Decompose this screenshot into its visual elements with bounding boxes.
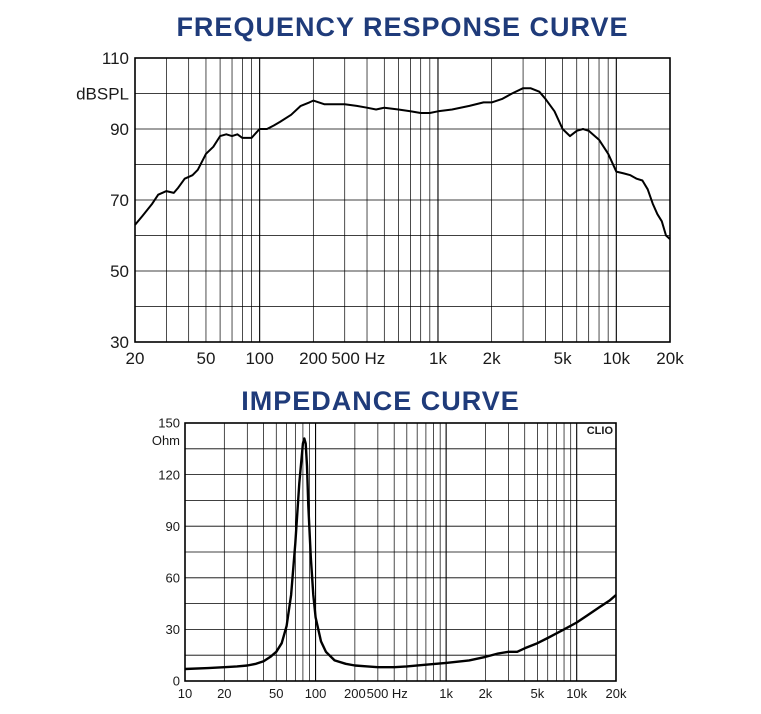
- x-tick-label: 10k: [603, 349, 631, 368]
- frequency-response-curve-group: [134, 87, 671, 240]
- x-tick-label: 1k: [439, 686, 453, 701]
- x-tick-label: 20k: [606, 686, 627, 701]
- x-tick-label: 5k: [554, 349, 572, 368]
- series-line: [184, 437, 617, 671]
- y-axis-label: Ohm: [152, 433, 180, 448]
- y-tick-label: 150: [158, 416, 180, 431]
- y-tick-label: 60: [166, 570, 180, 585]
- x-tick-label: 100: [245, 349, 273, 368]
- x-tick-label: 20: [217, 686, 231, 701]
- y-tick-label: 90: [166, 519, 180, 534]
- y-tick-label: 70: [110, 191, 129, 210]
- x-tick-label: 20: [126, 349, 145, 368]
- x-tick-label: 1k: [429, 349, 447, 368]
- x-tick-label: 200: [344, 686, 366, 701]
- x-tick-label: 500 Hz: [331, 349, 385, 368]
- chart-title-impedance: IMPEDANCE CURVE: [241, 386, 520, 416]
- frequency-response-plot-frame: [134, 57, 671, 343]
- y-tick-label: 30: [110, 333, 129, 352]
- impedance-labels: 150 120 90 60 30 0 Ohm 10 20 50 100 200 500 Hz 1k 2k 5k…: [152, 416, 627, 701]
- x-tick-label: 500 Hz: [367, 686, 408, 701]
- x-tick-label: 200: [299, 349, 327, 368]
- frequency-response-chart: 110 90 70 50 30 dBSPL 20 50 100 200 500 Hz 1k 2k 5k 10…: [76, 49, 684, 368]
- x-tick-label: 2k: [483, 349, 501, 368]
- x-tick-label: 5k: [531, 686, 545, 701]
- annotation-label: CLIO: [587, 425, 614, 437]
- x-tick-label: 20k: [656, 349, 684, 368]
- y-tick-label: 30: [166, 622, 180, 637]
- impedance-plot-frame: [184, 422, 617, 682]
- series-line: [134, 87, 671, 240]
- y-tick-label: 120: [158, 467, 180, 482]
- frequency-response-labels: 110 90 70 50 30 dBSPL 20 50 100 200 500 Hz 1k 2k 5k 10…: [76, 49, 684, 368]
- x-tick-label: 10: [178, 686, 192, 701]
- y-tick-label: 0: [173, 674, 180, 689]
- impedance-grid: [185, 423, 616, 681]
- x-tick-label: 10k: [566, 686, 587, 701]
- y-axis-label: dBSPL: [76, 85, 129, 104]
- chart-title-frequency-response: FREQUENCY RESPONSE CURVE: [176, 12, 629, 42]
- x-tick-label: 50: [269, 686, 283, 701]
- impedance-curve-group: [184, 437, 617, 671]
- y-tick-label: 90: [110, 120, 129, 139]
- frequency-response-grid: [135, 58, 670, 342]
- x-tick-label: 2k: [479, 686, 493, 701]
- x-tick-label: 100: [305, 686, 327, 701]
- y-tick-label: 50: [110, 262, 129, 281]
- y-tick-label: 110: [102, 49, 129, 68]
- x-tick-label: 50: [197, 349, 216, 368]
